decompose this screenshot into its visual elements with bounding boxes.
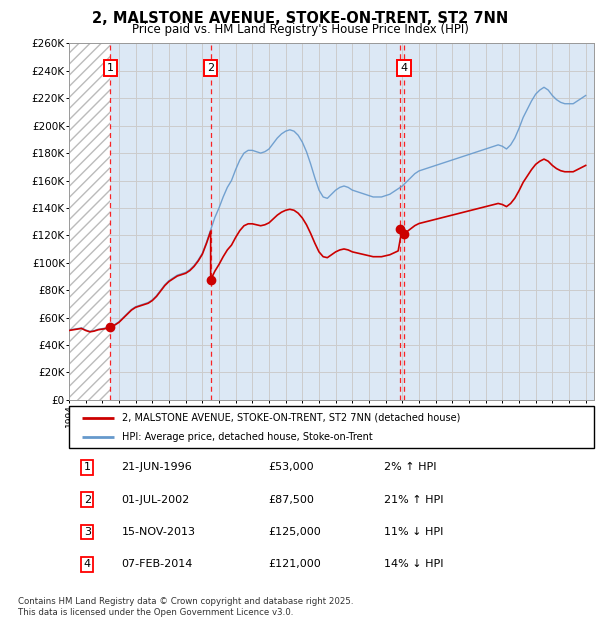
Text: 11% ↓ HPI: 11% ↓ HPI [384,527,443,537]
Text: £125,000: £125,000 [269,527,321,537]
Text: £121,000: £121,000 [269,559,321,569]
Text: £53,000: £53,000 [269,463,314,472]
Text: 14% ↓ HPI: 14% ↓ HPI [384,559,443,569]
Text: 4: 4 [84,559,91,569]
Text: 3: 3 [84,527,91,537]
FancyBboxPatch shape [69,406,594,448]
Text: 21% ↑ HPI: 21% ↑ HPI [384,495,443,505]
Text: 2% ↑ HPI: 2% ↑ HPI [384,463,437,472]
Text: 1: 1 [84,463,91,472]
Bar [69,43,110,400]
Text: 2, MALSTONE AVENUE, STOKE-ON-TRENT, ST2 7NN (detached house): 2, MALSTONE AVENUE, STOKE-ON-TRENT, ST2 … [121,413,460,423]
Text: 4: 4 [400,63,407,73]
Text: £87,500: £87,500 [269,495,314,505]
Text: Price paid vs. HM Land Registry's House Price Index (HPI): Price paid vs. HM Land Registry's House … [131,23,469,36]
Text: 21-JUN-1996: 21-JUN-1996 [121,463,192,472]
Text: 15-NOV-2013: 15-NOV-2013 [121,527,196,537]
Text: 2: 2 [207,63,214,73]
Text: HPI: Average price, detached house, Stoke-on-Trent: HPI: Average price, detached house, Stok… [121,432,372,442]
Text: 2, MALSTONE AVENUE, STOKE-ON-TRENT, ST2 7NN: 2, MALSTONE AVENUE, STOKE-ON-TRENT, ST2 … [92,11,508,26]
Text: 01-JUL-2002: 01-JUL-2002 [121,495,190,505]
Text: 1: 1 [107,63,113,73]
Text: 07-FEB-2014: 07-FEB-2014 [121,559,193,569]
Text: Contains HM Land Registry data © Crown copyright and database right 2025.
This d: Contains HM Land Registry data © Crown c… [18,598,353,617]
Text: 2: 2 [84,495,91,505]
